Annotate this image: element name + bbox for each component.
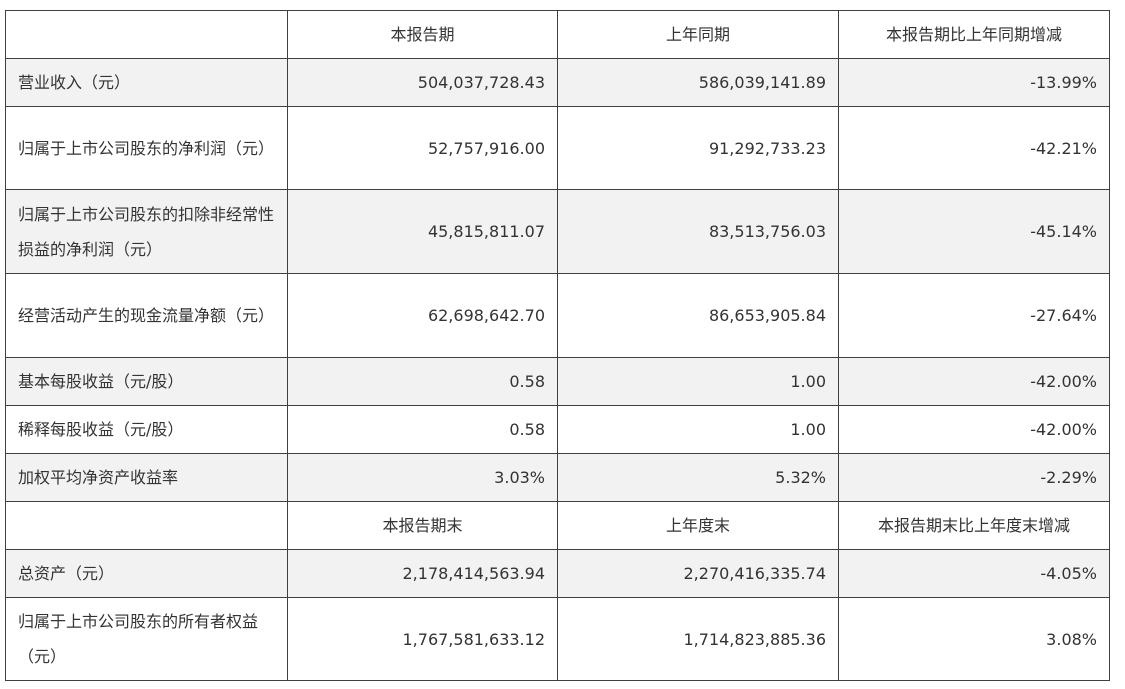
row-label: 营业收入（元）: [5, 58, 288, 107]
row-prior-value: 5.32%: [557, 453, 839, 502]
row-change-value: -2.29%: [838, 453, 1110, 502]
row-current-value: 2,178,414,563.94: [287, 549, 558, 598]
row-change-value: -45.14%: [838, 189, 1110, 274]
table-header-row: 本报告期 上年同期 本报告期比上年同期增减: [5, 10, 1110, 59]
row-current-value: 1,767,581,633.12: [287, 597, 558, 681]
header-prior-period: 上年同期: [557, 10, 839, 59]
header-current-period: 本报告期: [287, 10, 558, 59]
row-prior-value: 86,653,905.84: [557, 273, 839, 358]
row-label: 总资产（元）: [5, 549, 288, 598]
row-prior-value: 586,039,141.89: [557, 58, 839, 107]
row-prior-value: 91,292,733.23: [557, 106, 839, 190]
subheader-change: 本报告期末比上年度末增减: [838, 501, 1110, 550]
row-change-value: -27.64%: [838, 273, 1110, 358]
subheader-prior-year-end: 上年度末: [557, 501, 839, 550]
row-prior-value: 83,513,756.03: [557, 189, 839, 274]
table-row: 归属于上市公司股东的所有者权益（元） 1,767,581,633.12 1,71…: [5, 597, 1110, 681]
header-change: 本报告期比上年同期增减: [838, 10, 1110, 59]
table-row: 总资产（元） 2,178,414,563.94 2,270,416,335.74…: [5, 549, 1110, 598]
row-current-value: 62,698,642.70: [287, 273, 558, 358]
row-change-value: -13.99%: [838, 58, 1110, 107]
row-prior-value: 1.00: [557, 357, 839, 406]
row-current-value: 45,815,811.07: [287, 189, 558, 274]
table-row: 营业收入（元） 504,037,728.43 586,039,141.89 -1…: [5, 58, 1110, 107]
table-subheader-row: 本报告期末 上年度末 本报告期末比上年度末增减: [5, 501, 1110, 550]
row-current-value: 0.58: [287, 405, 558, 454]
subheader-blank-cell: [5, 501, 288, 550]
row-label: 稀释每股收益（元/股）: [5, 405, 288, 454]
row-label: 基本每股收益（元/股）: [5, 357, 288, 406]
row-prior-value: 1,714,823,885.36: [557, 597, 839, 681]
financial-summary-table: 本报告期 上年同期 本报告期比上年同期增减 营业收入（元） 504,037,72…: [5, 10, 1110, 681]
row-prior-value: 2,270,416,335.74: [557, 549, 839, 598]
row-current-value: 3.03%: [287, 453, 558, 502]
row-label: 归属于上市公司股东的扣除非经常性损益的净利润（元）: [5, 189, 288, 274]
row-label: 加权平均净资产收益率: [5, 453, 288, 502]
row-label: 经营活动产生的现金流量净额（元）: [5, 273, 288, 358]
row-change-value: -42.00%: [838, 405, 1110, 454]
row-current-value: 504,037,728.43: [287, 58, 558, 107]
subheader-period-end: 本报告期末: [287, 501, 558, 550]
table-row: 归属于上市公司股东的扣除非经常性损益的净利润（元） 45,815,811.07 …: [5, 189, 1110, 274]
row-change-value: 3.08%: [838, 597, 1110, 681]
row-current-value: 52,757,916.00: [287, 106, 558, 190]
row-prior-value: 1.00: [557, 405, 839, 454]
row-current-value: 0.58: [287, 357, 558, 406]
table-row: 基本每股收益（元/股） 0.58 1.00 -42.00%: [5, 357, 1110, 406]
row-label: 归属于上市公司股东的净利润（元）: [5, 106, 288, 190]
table-row: 稀释每股收益（元/股） 0.58 1.00 -42.00%: [5, 405, 1110, 454]
table-row: 加权平均净资产收益率 3.03% 5.32% -2.29%: [5, 453, 1110, 502]
table-row: 归属于上市公司股东的净利润（元） 52,757,916.00 91,292,73…: [5, 106, 1110, 190]
table-row: 经营活动产生的现金流量净额（元） 62,698,642.70 86,653,90…: [5, 273, 1110, 358]
row-label: 归属于上市公司股东的所有者权益（元）: [5, 597, 288, 681]
row-change-value: -4.05%: [838, 549, 1110, 598]
header-blank-cell: [5, 10, 288, 59]
row-change-value: -42.21%: [838, 106, 1110, 190]
row-change-value: -42.00%: [838, 357, 1110, 406]
